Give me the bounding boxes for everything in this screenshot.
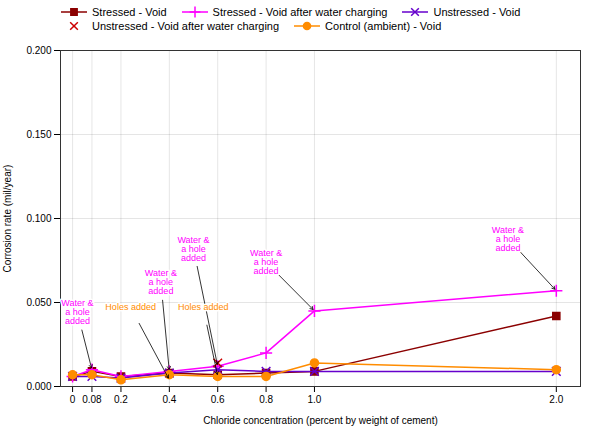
svg-text:0.050: 0.050 (26, 297, 51, 308)
svg-text:0.150: 0.150 (26, 129, 51, 140)
svg-text:0.2: 0.2 (114, 394, 128, 405)
svg-text:2.0: 2.0 (549, 394, 563, 405)
svg-text:Chloride concentration (percen: Chloride concentration (percent by weigh… (203, 415, 438, 426)
svg-text:Holes added: Holes added (178, 302, 229, 312)
svg-text:0: 0 (70, 394, 76, 405)
svg-text:Water &a holeadded: Water &a holeadded (177, 235, 209, 263)
svg-text:0.8: 0.8 (259, 394, 273, 405)
svg-text:Water &a holeadded: Water &a holeadded (61, 298, 93, 326)
svg-text:1.0: 1.0 (308, 394, 322, 405)
svg-text:Holes added: Holes added (105, 302, 156, 312)
html-text:Unstressed - Void after water: Unstressed - Void after water charging (92, 20, 280, 32)
html-text:Control (ambient) - Void: Control (ambient) - Void (325, 20, 442, 32)
svg-text:0.08: 0.08 (82, 394, 102, 405)
svg-text:0.6: 0.6 (211, 394, 225, 405)
html-text:Stressed - Void: Stressed - Void (92, 6, 167, 18)
html-text:Unstressed - Void: Unstressed - Void (433, 6, 521, 18)
svg-text:Corrosion rate (mil/year): Corrosion rate (mil/year) (2, 165, 13, 273)
svg-text:Water &a holeadded: Water &a holeadded (145, 268, 177, 296)
svg-text:Water &a holeadded: Water &a holeadded (492, 225, 524, 253)
svg-text:Water &a holeadded: Water &a holeadded (250, 248, 282, 276)
svg-text:0.100: 0.100 (26, 213, 51, 224)
svg-text:0.200: 0.200 (26, 45, 51, 56)
svg-text:0.4: 0.4 (162, 394, 176, 405)
svg-text:0.000: 0.000 (26, 381, 51, 392)
html-text:Stressed - Void after water ch: Stressed - Void after water charging (212, 6, 388, 18)
